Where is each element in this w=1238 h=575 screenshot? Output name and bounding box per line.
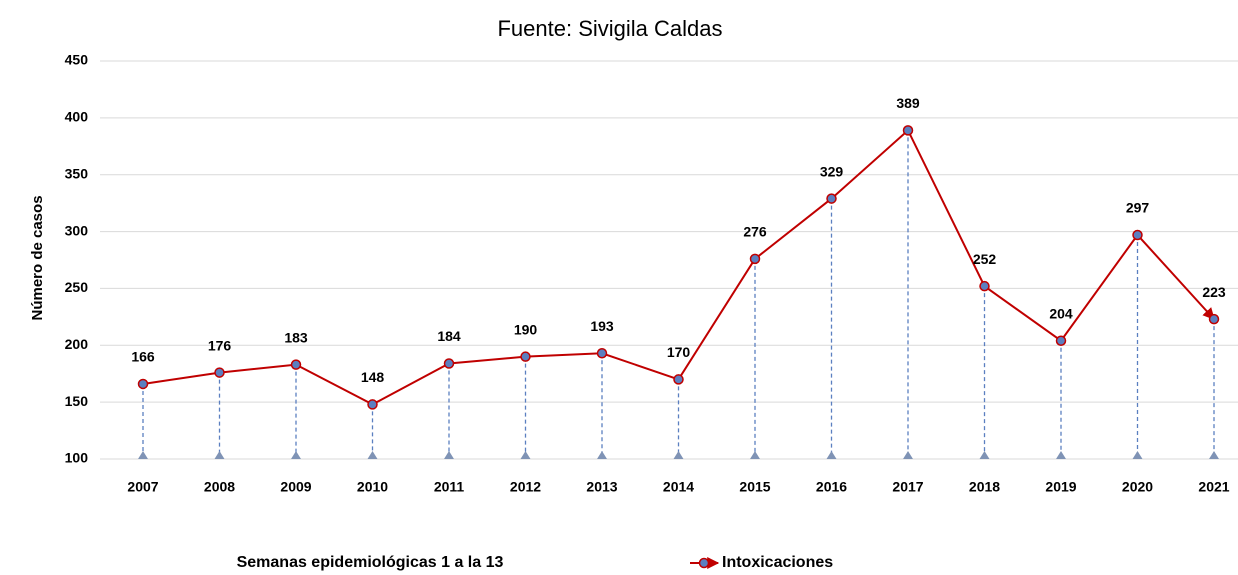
baseline-marker (750, 451, 760, 459)
data-point (290, 359, 302, 370)
x-tick-label: 2009 (280, 479, 311, 495)
data-label: 184 (437, 328, 461, 344)
data-point (826, 193, 837, 204)
x-tick-label: 2012 (510, 479, 541, 495)
y-tick-label: 300 (65, 222, 89, 238)
chart-title: Fuente: Sivigila Caldas (497, 16, 722, 41)
data-label: 276 (743, 224, 767, 240)
x-tick-label: 2018 (969, 479, 1000, 495)
baseline-marker (367, 451, 378, 459)
data-label: 297 (1126, 200, 1150, 216)
baseline-marker (826, 451, 837, 459)
data-point (1208, 313, 1220, 325)
data-label: 252 (973, 251, 997, 267)
legend-label: Intoxicaciones (722, 554, 833, 571)
data-label: 329 (820, 163, 844, 179)
data-point (214, 367, 225, 378)
series-line (142, 128, 1215, 406)
x-tick-label: 2015 (739, 479, 770, 495)
data-label: 166 (131, 349, 155, 365)
x-tick-label: 2016 (816, 479, 847, 495)
baseline-marker (1056, 451, 1066, 459)
data-point (367, 399, 378, 410)
y-tick-label: 450 (65, 52, 89, 68)
x-tick-label: 2010 (357, 479, 388, 495)
data-point (673, 374, 684, 385)
data-point (1055, 335, 1067, 346)
y-tick-label: 350 (65, 165, 89, 181)
data-point (520, 351, 531, 362)
x-tick-label: 2014 (663, 479, 694, 495)
data-point (1132, 229, 1143, 241)
baseline-marker (597, 451, 607, 459)
legend: Intoxicaciones (690, 554, 833, 571)
x-tick-label: 2017 (892, 479, 923, 495)
baseline-marker (444, 451, 454, 459)
x-tick-label: 2008 (204, 479, 235, 495)
y-tick-label: 100 (65, 450, 89, 466)
data-point (596, 347, 608, 359)
y-tick-label: 400 (65, 109, 89, 125)
baseline-marker (138, 451, 148, 459)
y-tick-label: 150 (65, 393, 89, 409)
data-point (137, 378, 149, 390)
data-label: 190 (514, 321, 538, 337)
data-label: 389 (896, 95, 920, 111)
y-tick-label: 250 (65, 279, 89, 295)
legend-marker (698, 557, 710, 569)
baseline-marker (1132, 451, 1143, 459)
data-label: 183 (284, 329, 308, 345)
baseline-marker (673, 451, 684, 459)
x-axis-label: Semanas epidemiológicas 1 a la 13 (237, 554, 504, 571)
data-point (749, 253, 761, 265)
data-label: 193 (590, 318, 614, 334)
y-axis-label: Número de casos (29, 195, 46, 320)
baseline-marker (903, 451, 913, 459)
data-label: 204 (1049, 305, 1073, 321)
y-tick-label: 200 (65, 336, 89, 352)
data-point (443, 358, 455, 369)
baseline-marker (1209, 451, 1219, 459)
x-tick-label: 2021 (1198, 479, 1229, 495)
data-point (979, 280, 990, 292)
x-tick-label: 2011 (434, 479, 465, 495)
data-label: 176 (208, 337, 232, 353)
data-label: 223 (1202, 284, 1226, 300)
data-label: 148 (361, 369, 385, 385)
data-label: 170 (667, 344, 691, 360)
data-point (902, 125, 914, 136)
x-tick-label: 2013 (586, 479, 617, 495)
baseline-marker (291, 451, 301, 459)
x-tick-label: 2020 (1122, 479, 1153, 495)
baseline-marker (520, 451, 531, 459)
baseline-marker (979, 451, 990, 459)
x-tick-label: 2007 (127, 479, 158, 495)
x-tick-label: 2019 (1045, 479, 1076, 495)
baseline-marker (214, 451, 225, 459)
